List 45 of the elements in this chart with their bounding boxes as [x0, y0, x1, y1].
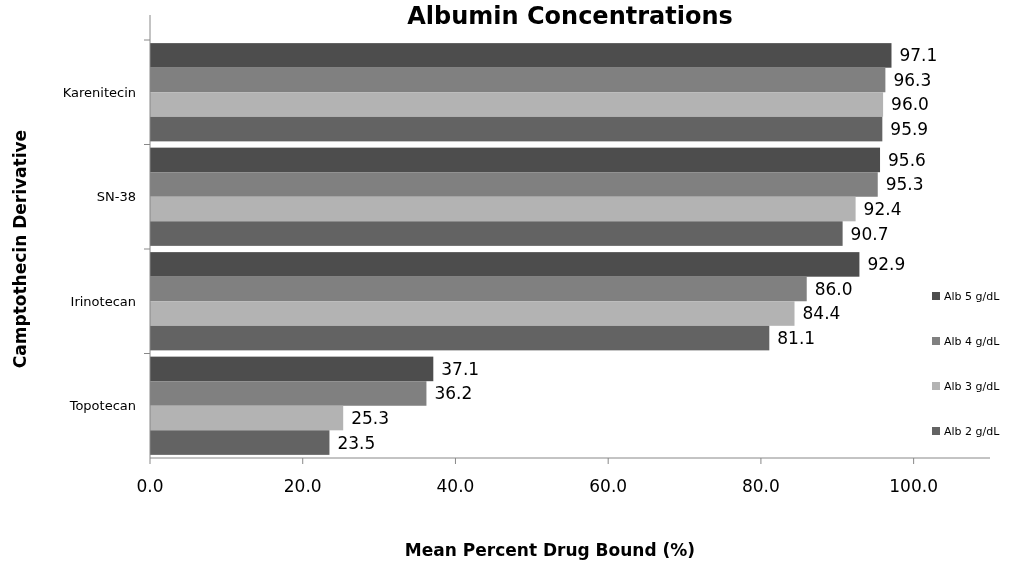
data-label: 95.9: [890, 119, 929, 140]
data-label: 36.2: [434, 383, 473, 404]
data-label: 95.6: [888, 149, 926, 170]
legend-label: Alb 4 g/dL: [944, 334, 1001, 348]
x-tick-label: 0.0: [136, 476, 164, 496]
bar: [150, 92, 884, 117]
y-tick-label: Topotecan: [68, 398, 136, 414]
data-label: 90.7: [850, 223, 889, 244]
data-label: 37.1: [441, 358, 480, 379]
y-tick-label: Karenitecin: [62, 84, 136, 100]
y-axis-title: Camptothecin Derivative: [10, 129, 30, 369]
chart-title: Albumin Concentrations: [407, 2, 733, 30]
bar: [150, 43, 892, 68]
data-label: 96.3: [893, 69, 932, 90]
x-tick-label: 40.0: [436, 476, 475, 496]
bar: [150, 252, 860, 277]
x-tick-label: 20.0: [283, 476, 322, 496]
x-tick-label: 80.0: [741, 476, 780, 496]
data-label: 86.0: [814, 278, 853, 299]
data-label: 92.4: [863, 198, 902, 219]
bar: [150, 405, 344, 431]
x-tick-label: 100.0: [889, 476, 938, 496]
data-label: 84.4: [802, 303, 841, 324]
legend-label: Alb 2 g/dL: [944, 424, 1001, 438]
data-label: 25.3: [351, 407, 390, 428]
x-tick-label: 60.0: [589, 476, 628, 496]
data-label: 96.0: [891, 94, 929, 115]
data-label: 92.9: [867, 254, 906, 275]
legend-label: Alb 3 g/dL: [944, 379, 1001, 393]
bar: [150, 356, 434, 382]
legend-label: Alb 5 g/dL: [944, 289, 1001, 303]
data-label: 23.5: [337, 432, 376, 453]
bar: [150, 221, 843, 246]
bar: [150, 301, 795, 326]
data-label: 97.1: [899, 45, 938, 66]
data-label: 81.1: [777, 328, 816, 349]
bar: [150, 325, 770, 351]
bar: [150, 147, 881, 173]
data-label: 95.3: [885, 174, 924, 195]
bar: [150, 116, 883, 142]
x-axis-title: Mean Percent Drug Bound (%): [404, 540, 696, 560]
bar: [150, 430, 330, 455]
bar: [150, 196, 856, 222]
y-tick-label: Irinotecan: [70, 293, 136, 309]
y-tick-label: SN-38: [96, 189, 136, 205]
